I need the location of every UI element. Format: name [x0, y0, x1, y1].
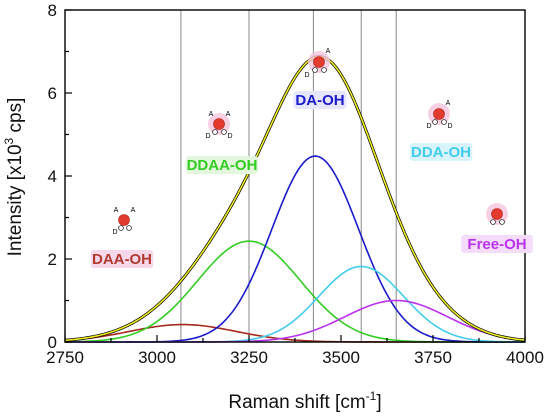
x-axis-title-end: ] [376, 392, 381, 413]
oxygen-atom [491, 208, 503, 220]
hydrogen-atom [312, 67, 318, 73]
x-tick-label: 3750 [414, 348, 452, 367]
vertical-reference-lines [180, 10, 397, 342]
molecule-letter: D [304, 72, 309, 79]
hydrogen-atom [221, 129, 227, 135]
annotation-highlight [409, 143, 473, 161]
molecule-letter: A [114, 207, 119, 214]
molecule-ddaa: A A D D [205, 111, 232, 140]
oxygen-atom [313, 56, 325, 68]
hydrogen-atom [321, 67, 327, 73]
y-tick-label: 4 [48, 167, 57, 186]
x-tick-label: 4000 [506, 348, 544, 367]
y-axis-title-sup: 3 [2, 137, 16, 144]
hydrogen-atom [432, 119, 438, 125]
y-axis-title-main: Intensity [x10 [5, 144, 26, 256]
hydrogen-atom [212, 129, 218, 135]
x-tick-label: 2750 [46, 348, 84, 367]
oxygen-atom [433, 108, 445, 120]
annotation-highlight [90, 250, 154, 268]
molecule-letter: A [446, 100, 451, 107]
y-axis-title: Intensity [x103 cps] [2, 98, 26, 257]
plot-frame [64, 9, 526, 343]
annotation-free-oh: Free-OH [467, 236, 526, 253]
hydrogen-atom [441, 119, 447, 125]
envelope-curves [64, 55, 526, 342]
y-tick-label: 6 [48, 84, 57, 103]
molecule-free [486, 203, 508, 225]
annotation-daa-oh: DAA-OH [92, 251, 152, 268]
annotations: DAA-OH DDAA-OH DA-OH DDA-OH Free-OH [90, 91, 533, 268]
annotation-ddaa-oh: DDAA-OH [187, 157, 258, 174]
x-axis-title-sup: -1 [366, 389, 377, 403]
molecule-letter: D [426, 123, 431, 130]
y-tick-label: 2 [48, 250, 57, 269]
hydrogen-atom [499, 219, 505, 225]
y-tick-labels: 0 2 4 6 8 [48, 1, 57, 352]
x-tick-labels: 2750 3000 3250 3500 3750 4000 [46, 348, 544, 367]
x-axis-title: Raman shift [cm-1] [228, 389, 381, 413]
hydrogen-atom [490, 219, 496, 225]
x-tick-label: 3500 [322, 348, 360, 367]
hydrogen-atom [118, 225, 124, 231]
molecule-letter: A [226, 111, 231, 118]
molecule-letter: A [131, 207, 136, 214]
molecule-dda: A D D [426, 100, 452, 130]
x-axis-title-main: Raman shift [cm [228, 392, 365, 413]
molecule-letter: D [227, 133, 232, 140]
fit-envelope [64, 55, 526, 342]
molecule-letter: D [112, 229, 117, 236]
annotation-dda-oh: DDA-OH [411, 144, 471, 161]
molecule-letter: D [205, 133, 210, 140]
molecule-da: AD [304, 48, 330, 79]
x-tick-label: 3000 [138, 348, 176, 367]
y-tick-label: 0 [48, 333, 57, 352]
annotation-highlight [461, 235, 533, 253]
annotation-highlight [186, 156, 258, 174]
annotation-highlight [293, 91, 347, 109]
molecule-letter: D [447, 123, 452, 130]
y-tick-label: 8 [48, 1, 57, 20]
molecule-daa: A A D [112, 207, 135, 236]
oxygen-atom [118, 214, 130, 226]
hydrogen-atom [126, 225, 132, 231]
molecule-letter: A [209, 111, 214, 118]
x-tick-label: 3250 [230, 348, 268, 367]
oxygen-atom [213, 118, 225, 130]
annotation-da-oh: DA-OH [295, 92, 344, 109]
molecule-letter: A [326, 48, 331, 55]
y-axis-title-end: cps] [5, 98, 26, 138]
